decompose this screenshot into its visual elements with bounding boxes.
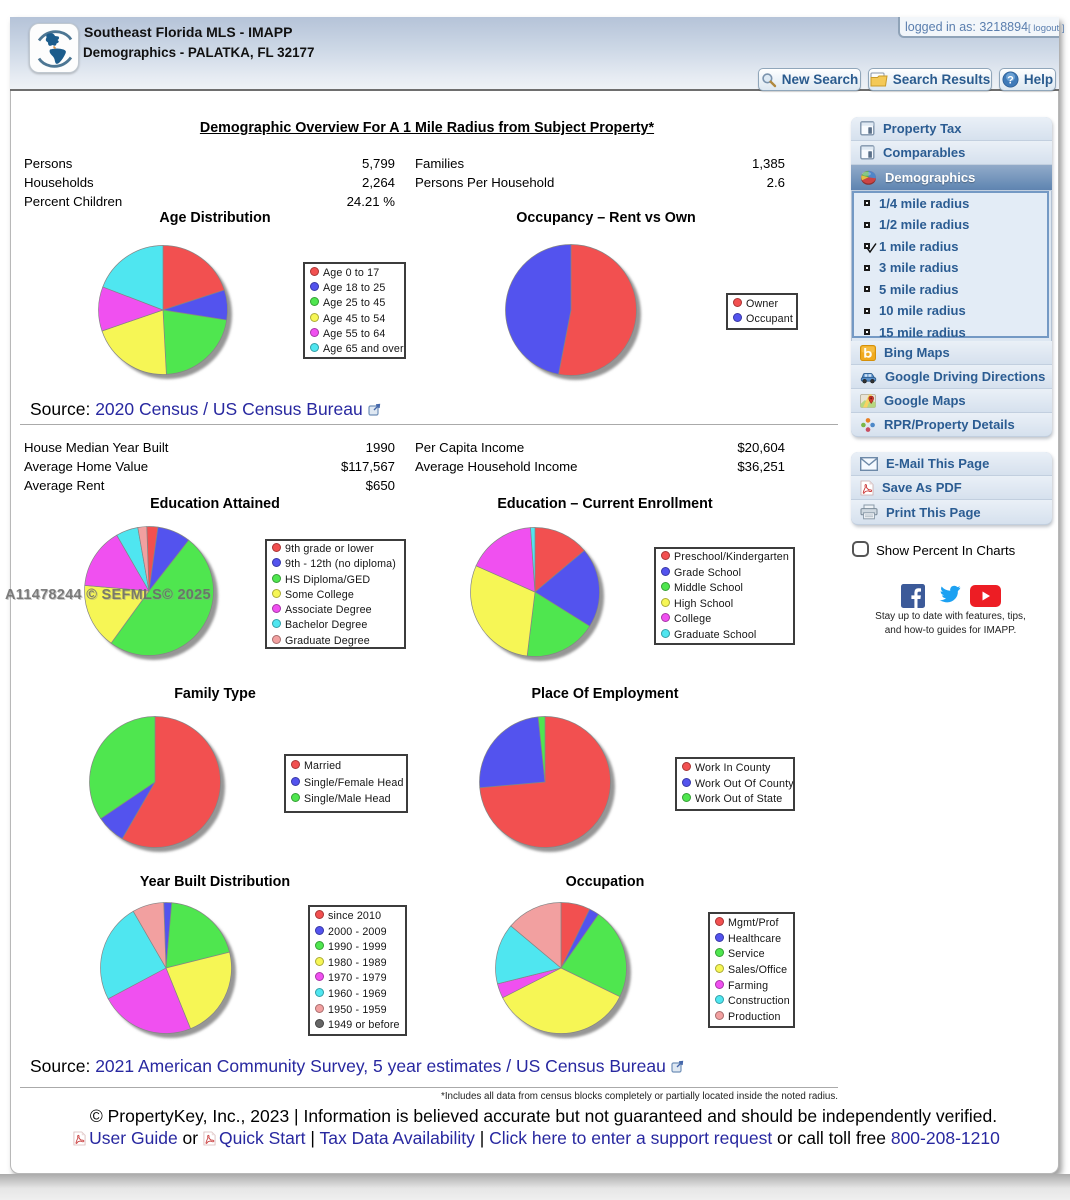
svg-text:?: ? — [1007, 75, 1014, 87]
